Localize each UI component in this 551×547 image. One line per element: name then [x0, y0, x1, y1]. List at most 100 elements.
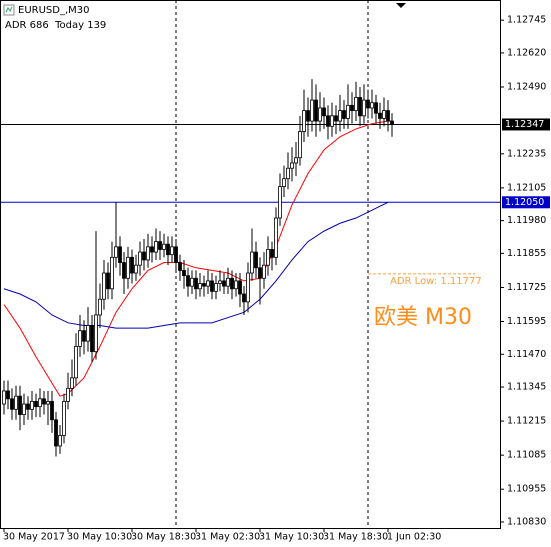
candle-body — [206, 280, 210, 287]
x-tick-label: 1 Jun 02:30 — [387, 532, 441, 543]
candle-body — [134, 264, 138, 274]
candle-body — [154, 241, 158, 253]
y-tick-label: 1.12490 — [507, 81, 546, 92]
candle-body — [350, 104, 354, 111]
candle-body — [130, 256, 134, 274]
y-tick-label: 1.11470 — [507, 349, 546, 360]
candle-body — [174, 246, 178, 263]
candle-body — [274, 217, 278, 258]
y-tick-label: 1.11345 — [507, 382, 546, 393]
candle-body — [222, 280, 226, 287]
candle-body — [54, 419, 58, 447]
candle-body — [314, 99, 318, 122]
x-tick-label: 31 May 02:30 — [195, 532, 260, 543]
candle-body — [78, 330, 82, 347]
candle-body — [26, 403, 30, 410]
candle-body — [230, 277, 234, 290]
candle-body — [302, 110, 306, 132]
candle-body — [2, 390, 6, 405]
candle-body — [38, 398, 42, 408]
candle-body — [42, 398, 46, 405]
candle-body — [202, 283, 206, 287]
candle-body — [294, 157, 298, 164]
candle-body — [114, 246, 118, 258]
candle-body — [138, 251, 142, 266]
candle-body — [30, 401, 34, 410]
candle-body — [58, 435, 62, 447]
candle-body — [254, 251, 258, 269]
candle-body — [290, 162, 294, 169]
moving-average — [3, 201, 389, 329]
candle-body — [282, 178, 286, 187]
x-tick-label: 30 May 10:30 — [67, 532, 132, 543]
candle-body — [390, 120, 394, 125]
candle-body — [262, 264, 266, 279]
chart-subtitle: ADR 686 Today 139 — [5, 20, 106, 31]
candle-body — [194, 277, 198, 290]
candle-body — [158, 241, 162, 250]
y-tick-label: 1.11215 — [507, 416, 546, 427]
candle-body — [10, 398, 14, 410]
candle-body — [322, 107, 326, 117]
annotation: 欧美 M30 — [374, 305, 472, 330]
candle-body — [370, 102, 374, 109]
candle-body — [278, 186, 282, 219]
x-tick-label: 31 May 18:30 — [323, 532, 388, 543]
plot-area — [0, 0, 500, 528]
candle-body — [210, 280, 214, 292]
plot-border — [0, 0, 501, 529]
y-tick-label: 1.11980 — [507, 215, 546, 226]
candle-body — [6, 390, 10, 400]
candle-body — [182, 270, 186, 277]
candle-body — [218, 280, 222, 284]
y-tick-label: 1.12105 — [507, 182, 546, 193]
candle-body — [366, 99, 370, 109]
candle-body — [178, 262, 182, 271]
y-tick-label: 1.10955 — [507, 484, 546, 495]
candle-body — [86, 325, 90, 342]
candle-body — [170, 246, 174, 256]
candle-body — [70, 377, 74, 389]
candle-body — [118, 246, 122, 263]
candle-body — [346, 104, 350, 119]
candle-body — [306, 110, 310, 122]
y-tick-label: 1.11725 — [507, 282, 546, 293]
candle-body — [166, 243, 170, 256]
level-label: ADR Low: 1.11777 — [390, 276, 482, 287]
y-tick-label: 1.10830 — [507, 516, 546, 527]
moving-average — [3, 120, 392, 397]
x-tick-label: 30 May 2017 — [3, 532, 65, 543]
candle-body — [338, 110, 342, 122]
candle-body — [98, 298, 102, 316]
y-tick-label: 1.11595 — [507, 316, 546, 327]
candle-body — [18, 395, 22, 415]
candle-body — [62, 401, 66, 436]
candle-body — [234, 280, 238, 290]
candle-body — [126, 256, 130, 279]
y-tick-label: 1.12235 — [507, 148, 546, 159]
candle-body — [142, 251, 146, 261]
candle-body — [358, 97, 362, 117]
candle-body — [198, 283, 202, 290]
candle-body — [162, 243, 166, 250]
y-tick-label: 1.12745 — [507, 15, 546, 26]
candle-body — [22, 403, 26, 415]
candle-body — [326, 115, 330, 127]
candle-body — [186, 275, 190, 287]
candle-body — [374, 102, 378, 114]
y-tick-label: 1.11085 — [507, 450, 546, 461]
candle-body — [94, 314, 98, 353]
candle-body — [298, 131, 302, 159]
x-tick-label: 31 May 10:30 — [259, 532, 324, 543]
y-tick-label: 1.12620 — [507, 47, 546, 58]
candle-body — [386, 110, 390, 122]
candle-body — [330, 115, 334, 127]
candle-body — [110, 256, 114, 290]
candle-body — [34, 401, 38, 408]
symbol-icon-glyph — [5, 6, 13, 13]
candle-body — [82, 330, 86, 342]
candle-body — [226, 277, 230, 287]
candle-body — [238, 280, 242, 295]
